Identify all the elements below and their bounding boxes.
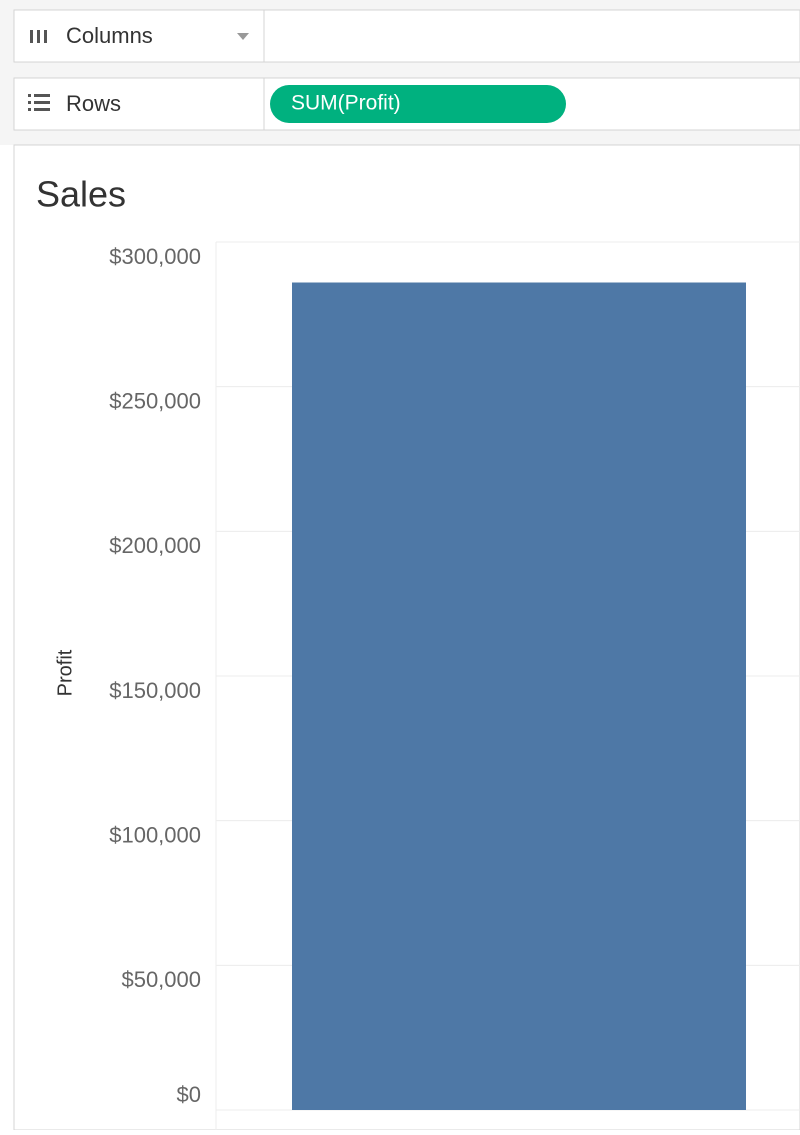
y-tick-label: $100,000	[109, 822, 201, 847]
y-axis-title: Profit	[54, 649, 76, 696]
y-tick-label: $200,000	[109, 533, 201, 558]
columns-shelf[interactable]	[13, 9, 800, 63]
bar	[292, 282, 746, 1110]
columns-label: Columns	[66, 23, 153, 48]
plot: $0 $50,000 $100,000 $150,000 $200,000 $250,00…	[109, 241, 800, 1111]
y-tick-label: $150,000	[109, 678, 201, 703]
chart-title: Sales	[36, 174, 126, 215]
pill-label: SUM(Profit)	[291, 92, 401, 115]
rows-label: Rows	[66, 91, 121, 116]
dropdown-arrow[interactable]	[237, 33, 249, 40]
y-tick-label: $300,000	[109, 244, 201, 269]
y-tick-label: $50,000	[121, 967, 201, 992]
rows-icon	[28, 94, 50, 111]
y-tick-label: $250,000	[109, 388, 201, 413]
y-tick-label: $0	[177, 1082, 201, 1107]
measure-pill[interactable]	[270, 85, 566, 123]
columns-icon	[30, 30, 47, 43]
